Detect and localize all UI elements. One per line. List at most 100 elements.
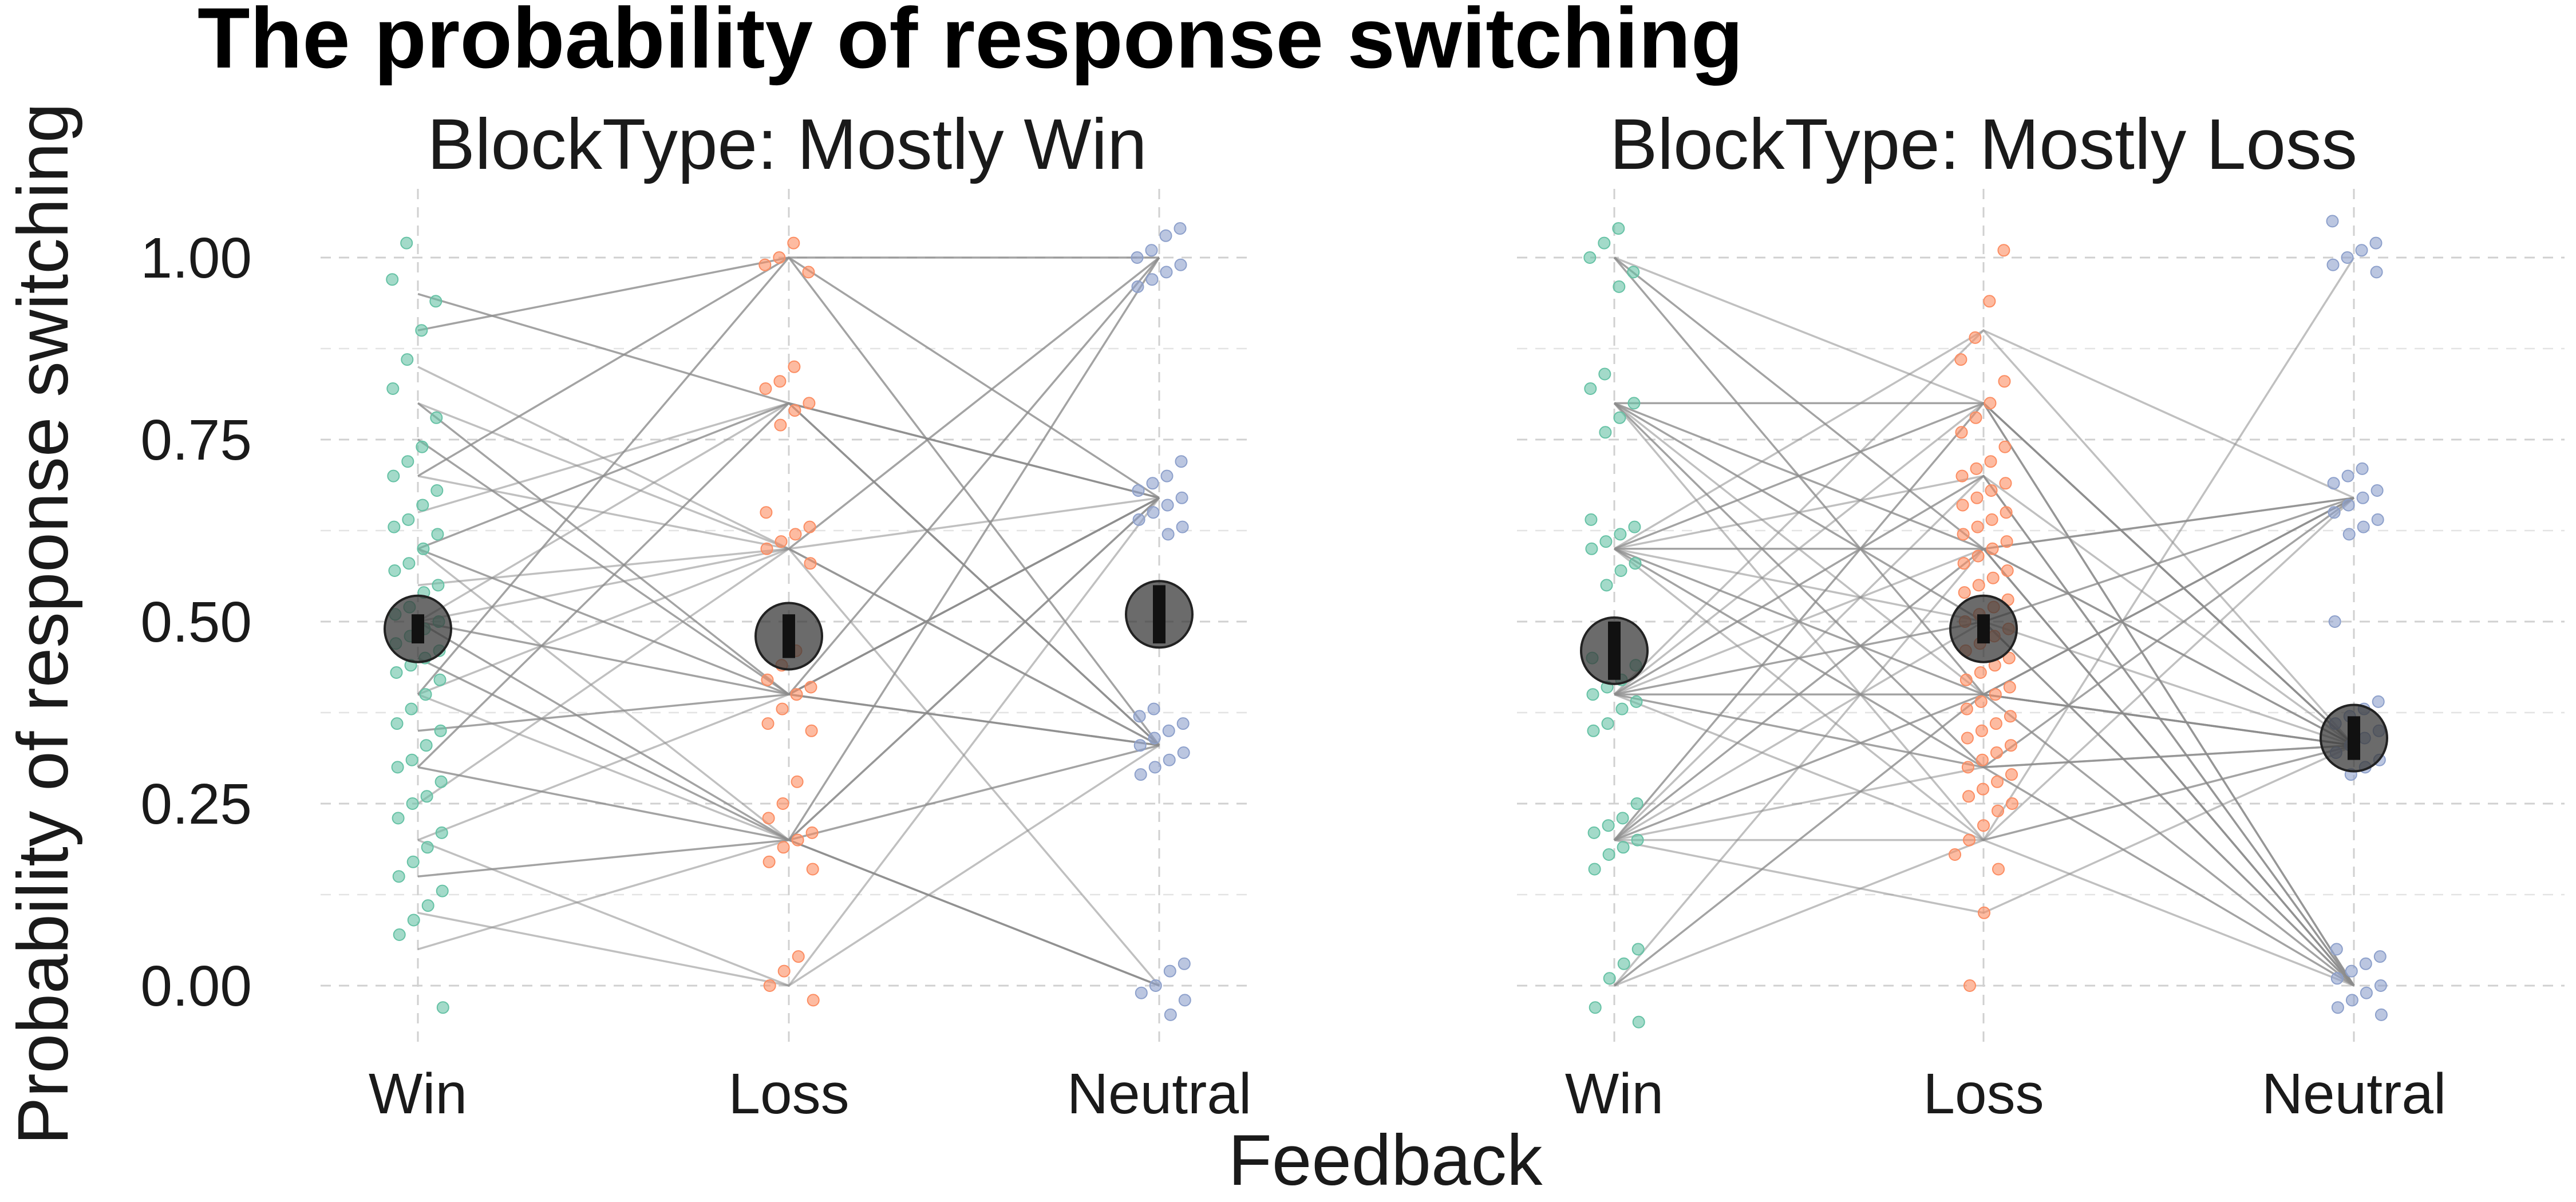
y-tick-label: 0.00 xyxy=(140,954,252,1018)
point-neutral xyxy=(2370,484,2384,497)
point-loss xyxy=(776,702,789,715)
point-loss xyxy=(1997,244,2010,257)
point-loss xyxy=(1977,782,1989,796)
point-win xyxy=(1598,367,1611,381)
point-loss xyxy=(1963,979,1976,992)
point-neutral xyxy=(1148,732,1161,745)
point-neutral xyxy=(1161,528,1175,541)
point-neutral xyxy=(1178,957,1191,970)
point-neutral xyxy=(2372,695,2385,708)
point-neutral xyxy=(1147,702,1160,715)
point-neutral xyxy=(1133,710,1146,723)
point-win xyxy=(1615,702,1629,715)
point-win xyxy=(431,528,444,541)
point-win xyxy=(1616,812,1629,825)
point-win xyxy=(434,724,447,737)
y-tick-label: 0.50 xyxy=(140,590,252,654)
point-loss xyxy=(1957,557,1970,570)
point-win xyxy=(420,790,433,803)
point-win xyxy=(392,870,405,883)
point-loss xyxy=(803,520,816,533)
point-win xyxy=(388,564,401,577)
point-neutral xyxy=(2328,615,2341,628)
point-win xyxy=(419,688,432,701)
x-tick-label-win: Win xyxy=(369,1062,467,1126)
point-neutral xyxy=(2359,957,2372,970)
point-neutral xyxy=(2356,491,2369,504)
point-win xyxy=(1585,542,1598,555)
point-loss xyxy=(802,266,815,279)
point-loss xyxy=(1956,499,1969,512)
point-neutral xyxy=(1176,520,1189,533)
point-neutral xyxy=(2341,251,2354,264)
subject-line xyxy=(417,744,1160,951)
point-loss xyxy=(761,673,774,686)
point-loss xyxy=(1971,520,1984,533)
point-loss xyxy=(1969,411,1982,424)
point-loss xyxy=(1991,775,2004,788)
point-loss xyxy=(762,812,775,825)
point-loss xyxy=(803,397,816,410)
point-loss xyxy=(774,418,787,432)
point-win xyxy=(1612,222,1625,235)
point-win xyxy=(386,382,400,395)
subject-line xyxy=(1613,474,2355,987)
point-win xyxy=(405,753,418,766)
point-loss xyxy=(1962,790,1975,803)
y-tick-label: 0.75 xyxy=(140,408,252,472)
subject-line xyxy=(417,256,1160,550)
point-loss xyxy=(758,258,772,271)
point-neutral xyxy=(2369,236,2383,250)
y-axis-label: Probability of response switching xyxy=(3,103,83,1145)
point-win xyxy=(1586,688,1599,701)
point-win xyxy=(1631,833,1644,847)
point-win xyxy=(1589,1001,1602,1014)
x-tick-label-neutral: Neutral xyxy=(2262,1062,2446,1126)
point-win xyxy=(434,775,448,788)
point-loss xyxy=(1955,469,1969,483)
point-loss xyxy=(1949,848,1961,861)
point-loss xyxy=(1969,331,1982,344)
means-mostly-win xyxy=(384,580,1194,671)
point-win xyxy=(390,666,403,679)
point-win xyxy=(436,884,449,897)
point-win xyxy=(401,455,414,468)
subject-line xyxy=(417,744,1160,987)
point-neutral xyxy=(1134,768,1147,781)
point-loss xyxy=(804,557,817,570)
point-loss xyxy=(1972,579,1985,592)
point-neutral xyxy=(2327,477,2340,490)
point-loss xyxy=(777,841,790,854)
point-loss xyxy=(790,688,803,701)
point-loss xyxy=(775,535,788,548)
point-loss xyxy=(2000,506,2013,519)
point-win xyxy=(1603,972,1616,985)
x-tick-label-loss: Loss xyxy=(1923,1062,2044,1126)
point-neutral xyxy=(1175,491,1188,504)
point-win xyxy=(432,579,445,592)
x-tick-labels-mostly-loss: Win Loss Neutral xyxy=(1565,1062,2446,1126)
panel-mostly-win: BlockType: Mostly Win Win Loss Neutral xyxy=(321,105,1251,1126)
subject-lines-mostly-loss xyxy=(1613,256,2355,987)
point-win xyxy=(388,520,401,533)
point-neutral xyxy=(1145,244,1158,257)
point-loss xyxy=(1960,702,1973,715)
point-win xyxy=(1601,717,1614,730)
point-win xyxy=(1599,426,1612,439)
point-loss xyxy=(1992,804,2004,817)
point-win xyxy=(407,914,420,927)
point-loss xyxy=(1986,542,1999,555)
point-loss xyxy=(1992,863,2005,876)
point-win xyxy=(406,797,419,810)
point-win xyxy=(1627,397,1641,410)
point-win xyxy=(406,855,420,868)
point-loss xyxy=(787,236,800,250)
point-loss xyxy=(2001,564,2014,577)
panel-mostly-loss: BlockType: Mostly Loss Win Loss Neutral xyxy=(1517,105,2565,1126)
x-axis-label: Feedback xyxy=(1228,1121,1543,1200)
x-tick-label-loss: Loss xyxy=(728,1062,849,1126)
point-loss xyxy=(1974,695,1988,708)
point-neutral xyxy=(1149,979,1162,992)
point-loss xyxy=(1975,724,1988,737)
